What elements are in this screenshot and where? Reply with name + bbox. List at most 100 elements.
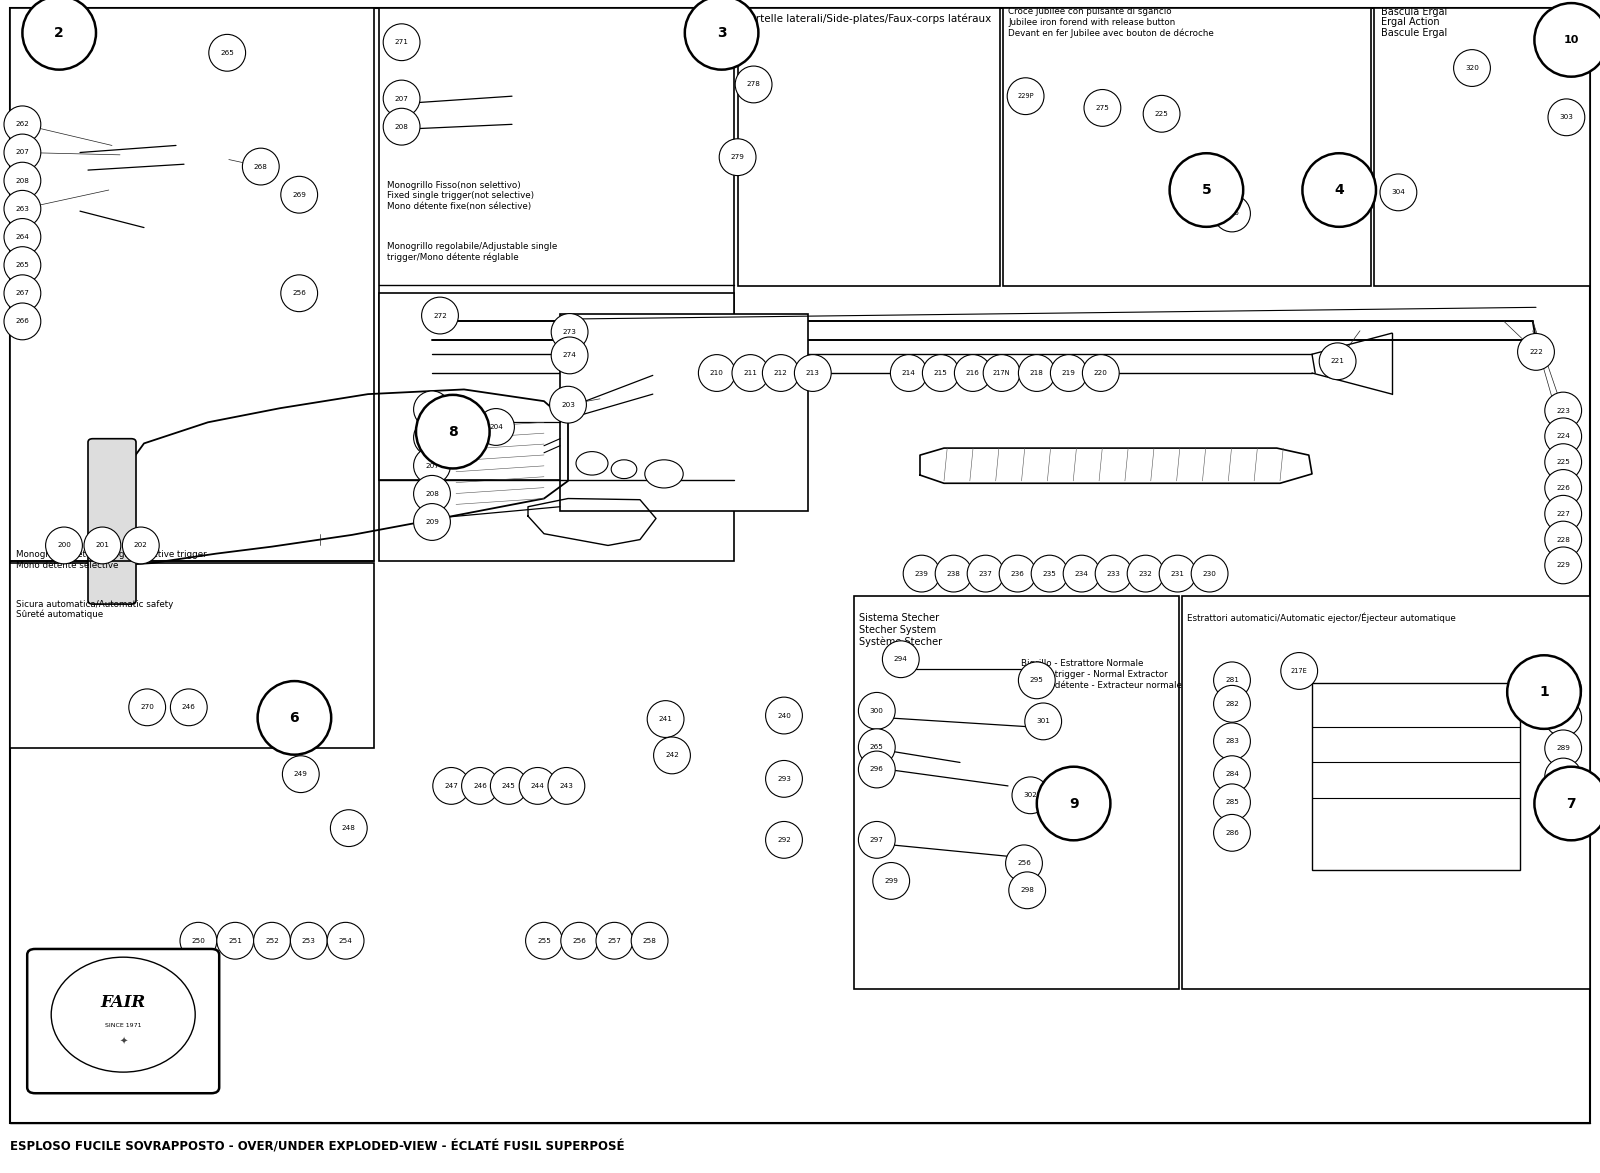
Text: Sicura automatica/Automatic safety: Sicura automatica/Automatic safety <box>16 599 173 609</box>
Ellipse shape <box>1213 685 1251 723</box>
Text: 256: 256 <box>293 290 306 297</box>
Text: 250: 250 <box>192 937 205 944</box>
Ellipse shape <box>1024 703 1062 740</box>
Ellipse shape <box>1280 652 1318 690</box>
Ellipse shape <box>328 922 365 960</box>
Text: 225: 225 <box>1557 459 1570 466</box>
Ellipse shape <box>685 0 758 69</box>
Ellipse shape <box>283 755 320 793</box>
Text: Cartelle laterali/Side-plates/Faux-corps latéraux: Cartelle laterali/Side-plates/Faux-corps… <box>742 14 992 23</box>
Ellipse shape <box>766 821 802 859</box>
Ellipse shape <box>518 767 557 805</box>
Ellipse shape <box>282 176 317 213</box>
Ellipse shape <box>1032 555 1069 592</box>
Text: 297: 297 <box>870 836 883 843</box>
Ellipse shape <box>890 354 928 392</box>
Text: ESPLOSO FUCILE SOVRAPPOSTO - OVER/UNDER EXPLODED-VIEW - ÉCLATÉ FUSIL SUPERPOSÉ: ESPLOSO FUCILE SOVRAPPOSTO - OVER/UNDER … <box>10 1140 624 1154</box>
Ellipse shape <box>253 922 291 960</box>
FancyBboxPatch shape <box>10 8 374 561</box>
FancyBboxPatch shape <box>88 439 136 604</box>
Text: 203: 203 <box>562 401 574 408</box>
Text: 264: 264 <box>16 233 29 240</box>
Text: 285: 285 <box>1226 799 1238 806</box>
Text: 295: 295 <box>1030 677 1043 684</box>
Text: 301: 301 <box>1037 718 1050 725</box>
Ellipse shape <box>22 0 96 69</box>
Text: 253: 253 <box>302 937 315 944</box>
Ellipse shape <box>1064 555 1101 592</box>
FancyBboxPatch shape <box>379 8 734 561</box>
Text: 8: 8 <box>448 425 458 439</box>
Ellipse shape <box>1546 758 1582 795</box>
Text: 271: 271 <box>395 39 408 46</box>
Ellipse shape <box>45 527 83 564</box>
Ellipse shape <box>83 527 122 564</box>
Text: 279: 279 <box>731 154 744 161</box>
Circle shape <box>611 460 637 479</box>
Text: 252: 252 <box>266 937 278 944</box>
Ellipse shape <box>654 737 691 774</box>
Ellipse shape <box>179 922 218 960</box>
Ellipse shape <box>282 274 317 312</box>
FancyBboxPatch shape <box>379 293 734 480</box>
Ellipse shape <box>170 689 208 726</box>
Ellipse shape <box>550 313 589 351</box>
Text: 219: 219 <box>1062 369 1075 377</box>
FancyBboxPatch shape <box>10 8 1590 1123</box>
Text: 207: 207 <box>395 95 408 102</box>
Text: 270: 270 <box>141 704 154 711</box>
Text: 257: 257 <box>608 937 621 944</box>
Text: 282: 282 <box>1226 700 1238 707</box>
Text: Monogrillo selettivo/Single selective trigger: Monogrillo selettivo/Single selective tr… <box>16 550 206 560</box>
Ellipse shape <box>1037 767 1110 840</box>
Ellipse shape <box>1190 555 1229 592</box>
Ellipse shape <box>1507 656 1581 728</box>
FancyBboxPatch shape <box>1312 683 1520 870</box>
Text: 303: 303 <box>1560 114 1573 121</box>
Text: 231: 231 <box>1171 570 1184 577</box>
Text: 246: 246 <box>182 704 195 711</box>
Text: 212: 212 <box>774 369 787 377</box>
Text: 229: 229 <box>1557 562 1570 569</box>
Text: 237: 237 <box>979 570 992 577</box>
Ellipse shape <box>1126 555 1165 592</box>
Ellipse shape <box>432 767 469 805</box>
Ellipse shape <box>1546 418 1582 455</box>
Text: 210: 210 <box>710 369 723 377</box>
Text: 5: 5 <box>1202 183 1211 197</box>
Ellipse shape <box>1453 49 1491 87</box>
Ellipse shape <box>934 555 971 592</box>
Ellipse shape <box>1213 662 1251 699</box>
Ellipse shape <box>122 527 158 564</box>
Text: 278: 278 <box>747 81 760 88</box>
Text: Jubilee iron forend with release button: Jubilee iron forend with release button <box>1008 18 1176 27</box>
Ellipse shape <box>331 809 368 847</box>
Text: Système Stecher: Système Stecher <box>859 637 942 646</box>
Text: 209: 209 <box>426 518 438 526</box>
Ellipse shape <box>1517 333 1555 371</box>
Ellipse shape <box>243 148 278 185</box>
Ellipse shape <box>1546 443 1582 481</box>
Ellipse shape <box>413 475 451 513</box>
Ellipse shape <box>859 728 896 766</box>
Ellipse shape <box>794 354 832 392</box>
Ellipse shape <box>1083 89 1120 127</box>
Text: 233: 233 <box>1107 570 1120 577</box>
Ellipse shape <box>258 682 331 754</box>
Ellipse shape <box>5 162 42 199</box>
Text: 208: 208 <box>395 123 408 130</box>
Text: Stecher System: Stecher System <box>859 625 936 635</box>
Ellipse shape <box>762 354 798 392</box>
Text: Bigrillo - Estrattore Normale: Bigrillo - Estrattore Normale <box>1021 659 1142 669</box>
Ellipse shape <box>859 692 896 730</box>
Ellipse shape <box>922 354 958 392</box>
Text: trigger/Mono détente réglable: trigger/Mono détente réglable <box>387 252 518 262</box>
Text: Mono détente sélective: Mono détente sélective <box>16 561 118 570</box>
Text: 296: 296 <box>870 766 883 773</box>
Ellipse shape <box>1213 195 1251 232</box>
Text: 299: 299 <box>885 877 898 884</box>
Text: 202: 202 <box>134 542 147 549</box>
Text: 220: 220 <box>1094 369 1107 377</box>
Text: 229P: 229P <box>1018 93 1034 100</box>
Text: 213: 213 <box>806 369 819 377</box>
